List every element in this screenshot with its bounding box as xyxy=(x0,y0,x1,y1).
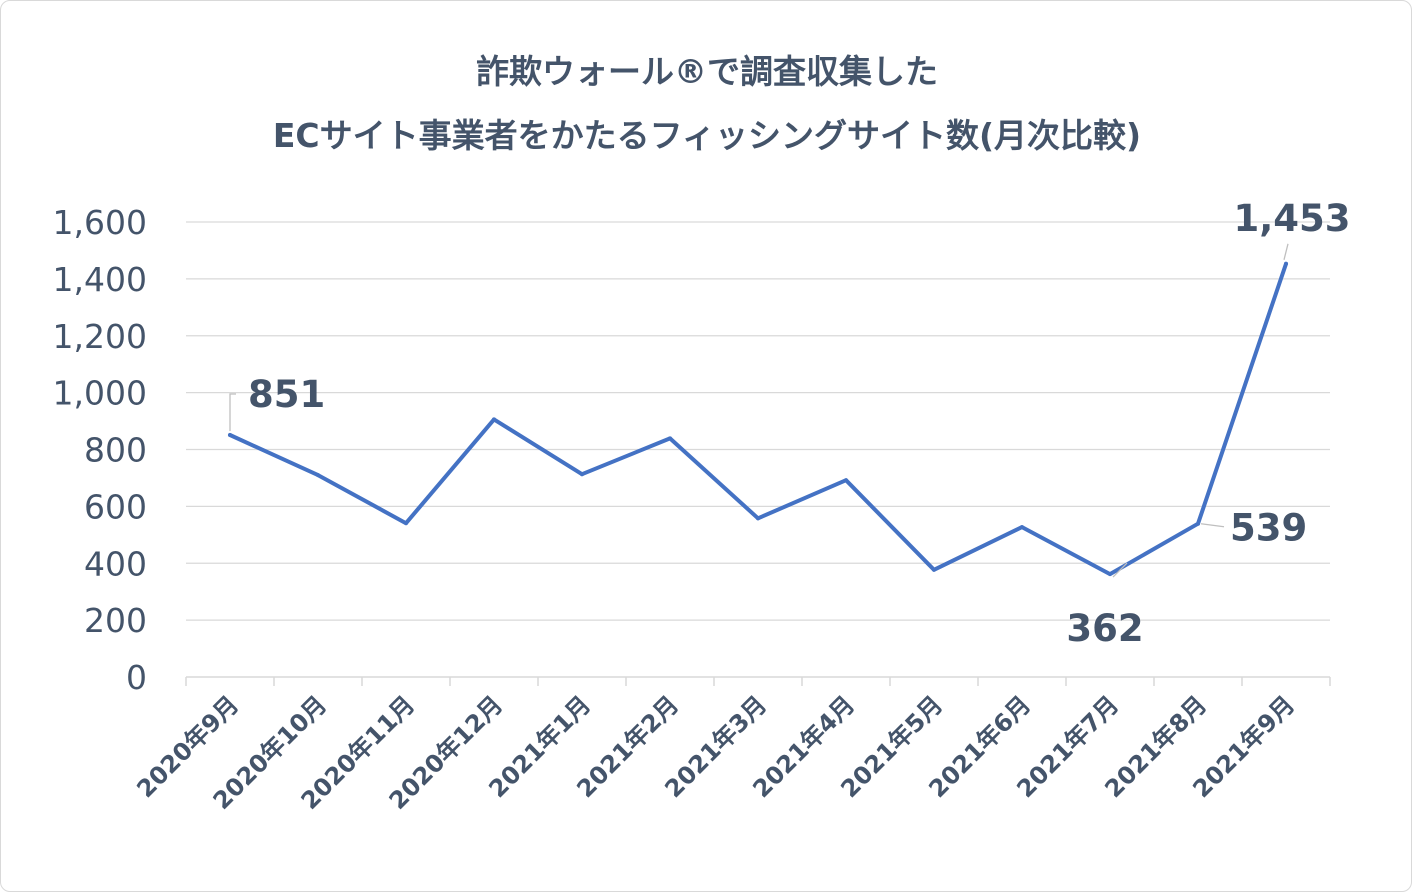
y-tick-label: 1,000 xyxy=(53,374,147,413)
data-point xyxy=(932,567,936,572)
chart-title-line1: 詐欺ウォール®で調査収集した xyxy=(476,52,938,91)
data-label-leader-line xyxy=(1200,523,1225,528)
data-point xyxy=(1020,525,1024,530)
data-point xyxy=(316,473,320,478)
x-axis xyxy=(185,676,1331,686)
y-tick-label: 800 xyxy=(84,431,147,470)
data-point xyxy=(580,472,584,477)
data-point xyxy=(228,432,232,437)
y-tick-label: 0 xyxy=(126,658,147,697)
series-line-group xyxy=(228,261,1288,577)
data-label-leader-line xyxy=(1283,243,1289,260)
data-label: 851 xyxy=(248,373,325,416)
data-point xyxy=(844,478,848,483)
chart-title-line2: ECサイト事業者をかたるフィッシングサイト数(月次比較) xyxy=(272,116,1142,155)
y-tick-label: 1,400 xyxy=(53,260,147,299)
data-label: 539 xyxy=(1230,507,1307,550)
x-axis-ticks: 2020年9月2020年10月2020年11月2020年12月2021年1月20… xyxy=(131,690,1300,815)
data-labels: 851 362 539 1,453 xyxy=(229,197,1351,650)
data-point xyxy=(1196,521,1200,526)
series-line xyxy=(228,261,1288,577)
data-point xyxy=(492,417,496,422)
data-point xyxy=(1108,572,1112,577)
y-tick-label: 600 xyxy=(84,487,147,526)
y-tick-label: 400 xyxy=(84,544,147,583)
data-label: 1,453 xyxy=(1233,197,1350,240)
y-tick-label: 1,200 xyxy=(53,317,147,356)
data-point xyxy=(1284,261,1288,266)
data-point xyxy=(756,516,760,521)
y-tick-label: 200 xyxy=(84,601,147,640)
data-label-leader-line xyxy=(229,393,236,431)
data-label-leader-line xyxy=(1112,562,1128,578)
y-axis-ticks: 0 200 400 600 800 1,000 1,200 1,400 1,600 xyxy=(53,203,147,697)
data-label: 362 xyxy=(1066,607,1143,650)
data-point xyxy=(404,521,408,526)
gridlines xyxy=(186,221,1330,621)
data-point xyxy=(668,436,672,441)
y-tick-label: 1,600 xyxy=(53,203,147,242)
